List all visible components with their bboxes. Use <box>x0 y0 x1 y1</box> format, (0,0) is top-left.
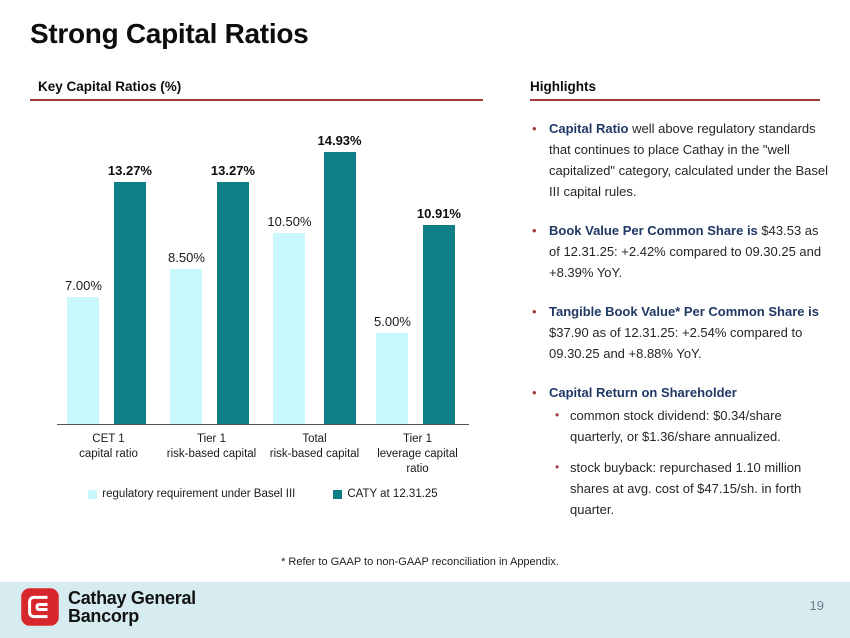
bullet-lead: Tangible Book Value* Per Common Share is <box>549 304 819 319</box>
sub-bullet-dividend: • common stock dividend: $0.34/share quar… <box>549 405 832 447</box>
data-label: 13.27% <box>107 163 152 178</box>
bar-with-label: 5.00% <box>374 314 411 424</box>
company-name: Cathay General Bancorp <box>68 589 196 625</box>
bullet-icon: • <box>555 460 560 474</box>
bullet-icon: • <box>532 385 537 400</box>
data-label: 5.00% <box>374 314 411 329</box>
highlight-bullet-capital-ratio: • Capital Ratio well above regulatory sta… <box>530 118 832 202</box>
x-axis-label-tier1-leverage: Tier 1 leverage capital ratio <box>377 433 458 475</box>
bar-with-label: 7.00% <box>65 278 102 424</box>
bar-series1-cat0 <box>113 182 146 424</box>
bullet-lead: Capital Return on Shareholder <box>549 385 737 400</box>
highlights-section-title: Highlights <box>530 79 596 94</box>
bar-group-2: 10.50% 14.93% <box>263 110 366 424</box>
page-title: Strong Capital Ratios <box>30 18 309 49</box>
highlight-bullet-book-value: • Book Value Per Common Share is $43.53 a… <box>530 220 832 283</box>
data-label: 8.50% <box>168 250 205 265</box>
bullet-text: $43.53 as of 12.31.25: +2.42% compared t… <box>549 223 822 280</box>
legend-label-caty: CATY at 12.31.25 <box>347 488 438 500</box>
bar-with-label: 13.27% <box>108 163 152 424</box>
data-label: 10.50% <box>267 214 312 229</box>
footnote: * Refer to GAAP to non-GAAP reconciliati… <box>281 556 559 568</box>
bar-with-label: 13.27% <box>211 163 255 424</box>
bullet-icon: • <box>555 408 560 422</box>
legend-label-regulatory: regulatory requirement under Basel III <box>102 488 296 500</box>
page-number: 19 <box>809 598 824 613</box>
bar-series0-cat2 <box>273 233 306 424</box>
bar-series0-cat0 <box>67 297 100 424</box>
bullet-icon: • <box>532 121 537 136</box>
bar-series0-cat1 <box>170 269 203 424</box>
company-name-line1: Cathay General <box>68 588 196 608</box>
data-label: 7.00% <box>65 278 102 293</box>
bar-with-label: 10.50% <box>267 214 312 424</box>
bar-group-1: 8.50% 13.27% <box>160 110 263 424</box>
bar-chart: 7.00% 13.27% 8.50% 13.27% 10.50% 14.93% 5.00% 1… <box>57 110 469 425</box>
bar-series1-cat2 <box>323 152 356 424</box>
x-axis-label-tier1-risk: Tier 1 risk-based capital <box>166 433 257 460</box>
chart-legend: regulatory requirement under Basel III C… <box>57 488 469 500</box>
x-axis-labels: CET 1 capital ratio Tier 1 risk-based ca… <box>57 432 469 477</box>
company-logo: Cathay General Bancorp <box>20 587 196 627</box>
bar-with-label: 8.50% <box>168 250 205 424</box>
sub-bullet-buyback: • stock buyback: repurchased 1.10 million… <box>549 457 832 520</box>
x-axis-label-total-risk: Total risk-based capital <box>269 433 360 460</box>
bar-series0-cat3 <box>376 333 409 424</box>
x-axis-label-cet1: CET 1 capital ratio <box>79 433 138 460</box>
data-label: 14.93% <box>317 133 362 148</box>
bar-with-label: 10.91% <box>417 206 461 424</box>
highlights-list: • Capital Ratio well above regulatory sta… <box>530 118 832 538</box>
bullet-icon: • <box>532 223 537 238</box>
legend-swatch-light <box>88 489 98 499</box>
chart-section-title: Key Capital Ratios (%) <box>38 79 182 94</box>
bullet-text: $37.90 as of 12.31.25: +2.54% compared t… <box>549 325 803 361</box>
sub-bullet-text: common stock dividend: $0.34/share quart… <box>570 408 782 444</box>
bar-group-3: 5.00% 10.91% <box>366 110 469 424</box>
bullet-text: well above regulatory standards that con… <box>549 121 828 199</box>
bullet-lead: Capital Ratio <box>549 121 629 136</box>
sub-bullet-text: stock buyback: repurchased 1.10 million … <box>570 460 802 517</box>
bullet-lead: Book Value Per Common Share is <box>549 223 758 238</box>
data-label: 10.91% <box>416 206 461 221</box>
highlight-bullet-tangible-book-value: • Tangible Book Value* Per Common Share i… <box>530 301 832 364</box>
legend-item-caty: CATY at 12.31.25 <box>333 488 438 500</box>
highlights-section-underline <box>530 99 820 101</box>
bullet-icon: • <box>532 304 537 319</box>
bar-series1-cat3 <box>422 225 455 424</box>
highlight-bullet-capital-return: • Capital Return on Shareholder • common s… <box>530 382 832 520</box>
sub-bullet-list: • common stock dividend: $0.34/share quar… <box>549 405 832 520</box>
chart-section-underline <box>30 99 483 101</box>
legend-item-regulatory: regulatory requirement under Basel III <box>88 488 295 500</box>
footer-bar: Cathay General Bancorp 19 <box>0 582 850 638</box>
bar-group-0: 7.00% 13.27% <box>57 110 160 424</box>
data-label: 13.27% <box>210 163 255 178</box>
company-name-line2: Bancorp <box>68 606 139 626</box>
bar-series1-cat1 <box>216 182 249 424</box>
bar-with-label: 14.93% <box>318 133 362 424</box>
legend-swatch-dark <box>333 489 343 499</box>
cathay-logo-icon <box>21 588 59 626</box>
